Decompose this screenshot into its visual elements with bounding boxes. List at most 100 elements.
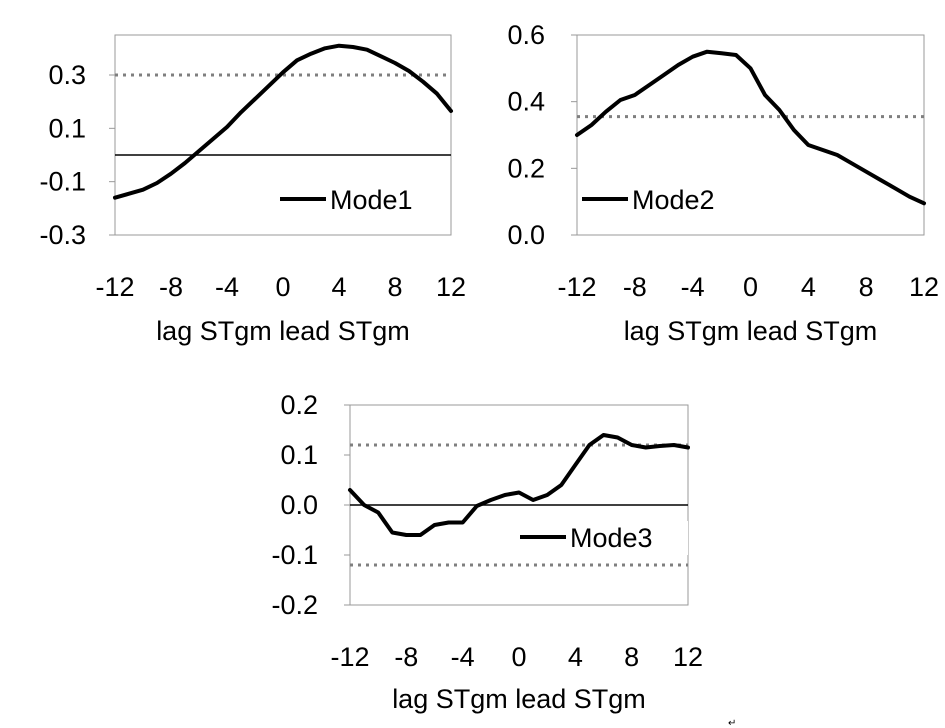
data-point — [546, 494, 548, 496]
data-point — [142, 189, 144, 191]
data-point — [436, 93, 438, 95]
series-line-mode3 — [348, 433, 690, 537]
data-point — [240, 111, 242, 113]
y-tick-label: 0.1 — [48, 113, 86, 143]
x-tick-label: 8 — [859, 272, 874, 302]
data-point — [677, 64, 679, 66]
series-line-mode1 — [113, 43, 453, 200]
x-tick-label: 4 — [331, 272, 346, 302]
data-point — [692, 56, 694, 58]
y-tick-label: -0.1 — [39, 167, 86, 197]
x-axis-label: lag STgm lead STgm — [624, 316, 878, 346]
series-line-mode2 — [575, 49, 926, 206]
data-point — [822, 149, 824, 151]
data-point — [687, 447, 689, 448]
data-point — [212, 138, 214, 140]
x-axis-label: lag STgm lead STgm — [392, 684, 646, 714]
x-tick-label: -4 — [681, 272, 705, 302]
data-point — [631, 444, 633, 446]
data-point — [603, 434, 604, 436]
data-point — [764, 94, 766, 96]
y-tick-label: 0.4 — [507, 87, 545, 117]
y-tick-label: -0.3 — [39, 220, 86, 250]
data-point — [880, 179, 882, 181]
data-point — [268, 85, 270, 87]
data-point — [363, 504, 365, 506]
y-tick-label: 0.2 — [280, 390, 318, 420]
y-tick-label: 0.6 — [507, 20, 545, 50]
data-point — [865, 171, 867, 173]
data-point — [114, 197, 116, 199]
x-tick-label: -12 — [557, 272, 596, 302]
data-point — [588, 444, 590, 446]
data-point — [380, 55, 382, 57]
data-point — [419, 534, 421, 536]
data-point — [490, 499, 492, 501]
data-point — [394, 62, 396, 64]
data-point — [254, 98, 256, 100]
data-point — [836, 154, 838, 156]
y-tick-label: 0.3 — [48, 60, 86, 90]
data-point — [170, 173, 172, 175]
legend-label: Mode1 — [330, 185, 413, 215]
data-point — [391, 532, 393, 533]
data-point — [909, 196, 911, 198]
data-point — [349, 489, 351, 491]
data-point — [405, 534, 407, 536]
data-point — [923, 202, 925, 204]
x-tick-label: 12 — [909, 272, 939, 302]
data-point — [793, 129, 795, 131]
data-point — [310, 53, 312, 55]
legend-label: Mode2 — [632, 185, 715, 215]
x-tick-label: 4 — [568, 642, 583, 672]
data-point — [462, 522, 464, 523]
x-tick-label: 0 — [275, 272, 290, 302]
data-point — [807, 144, 809, 146]
data-point — [735, 54, 737, 56]
data-point — [663, 74, 665, 76]
data-point — [282, 71, 284, 73]
data-point — [576, 134, 578, 136]
data-point — [560, 484, 562, 486]
x-tick-label: 12 — [436, 272, 466, 302]
data-point — [619, 99, 621, 101]
legend-label: Mode3 — [570, 523, 653, 553]
x-tick-label: -8 — [623, 272, 647, 302]
corner-mark: ↵ — [728, 718, 736, 728]
x-tick-label: -12 — [95, 272, 134, 302]
data-point — [434, 524, 435, 526]
data-point — [366, 49, 368, 51]
data-point — [617, 437, 619, 438]
x-axis-label: lag STgm lead STgm — [156, 316, 410, 346]
x-tick-label: 0 — [743, 272, 758, 302]
data-point — [198, 150, 200, 152]
data-point — [574, 464, 576, 466]
data-point — [750, 67, 751, 69]
data-point — [721, 52, 723, 54]
chart-mode2: 0.0 0.2 0.4 0.6 -12 -8 -4 0 4 8 12 lag STgm lead ST… — [507, 20, 939, 346]
data-point — [448, 522, 450, 523]
x-tick-label: -8 — [159, 272, 183, 302]
x-tick-label: -4 — [451, 642, 475, 672]
chart-mode3: -0.2 -0.1 0.0 0.1 0.2 -12 -8 -4 0 4 8 12 lag STgm le… — [271, 390, 703, 714]
data-point — [184, 162, 186, 164]
data-point — [128, 193, 130, 195]
data-point — [518, 492, 520, 493]
data-point — [450, 110, 452, 112]
x-tick-label: -8 — [394, 642, 418, 672]
data-point — [324, 47, 326, 49]
data-point — [352, 46, 354, 48]
x-tick-label: -4 — [215, 272, 239, 302]
y-tick-label: 0.0 — [507, 220, 545, 250]
data-point — [296, 59, 298, 61]
data-point — [778, 109, 780, 111]
y-tick-label: 0.0 — [280, 490, 318, 520]
x-tick-label: 8 — [624, 642, 639, 672]
x-tick-label: 8 — [387, 272, 402, 302]
data-point — [851, 162, 853, 164]
data-point — [422, 81, 424, 83]
data-point — [504, 494, 506, 496]
x-tick-label: 12 — [673, 642, 703, 672]
plot-frame — [114, 34, 452, 236]
